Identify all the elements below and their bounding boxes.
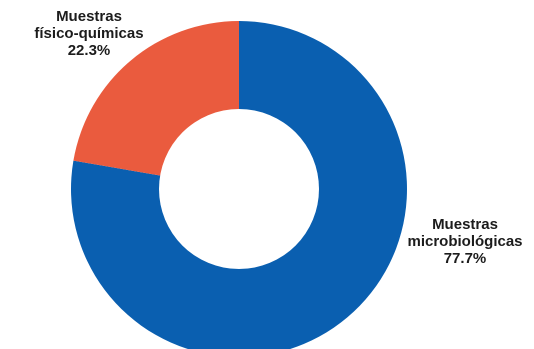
donut-hole (159, 109, 319, 269)
slice-label-fisico-value: 22.3% (67, 42, 111, 59)
slice-label-micro-name-line2: microbiológicas (407, 233, 523, 250)
slice-label-micro-name: Muestras (432, 216, 498, 233)
slice-label-micro-value: 77.7% (443, 250, 487, 267)
slice-microbiologicas (71, 21, 407, 349)
slice-label-fisico-name-line2: físico-químicas (34, 25, 144, 42)
slice-label-microbiologicas: Muestras microbiológicas 77.7% (398, 216, 532, 267)
slice-label-fisico-name: Muestras (56, 8, 122, 25)
slice-label-fisico-quimicas: Muestras físico-químicas 22.3% (18, 8, 160, 59)
